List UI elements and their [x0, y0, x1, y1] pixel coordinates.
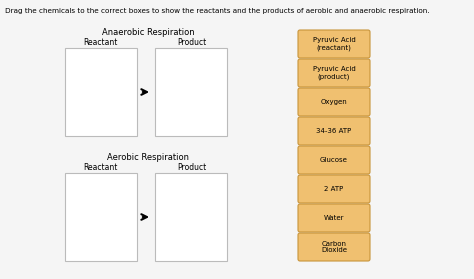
Text: Carbon
Dioxide: Carbon Dioxide: [321, 240, 347, 254]
FancyBboxPatch shape: [298, 204, 370, 232]
Text: Water: Water: [324, 215, 344, 221]
Text: Pyruvic Acid
(reactant): Pyruvic Acid (reactant): [313, 37, 356, 51]
Text: Reactant: Reactant: [83, 163, 117, 172]
Text: 34-36 ATP: 34-36 ATP: [316, 128, 352, 134]
Text: Product: Product: [177, 38, 207, 47]
FancyBboxPatch shape: [65, 48, 137, 136]
Text: Reactant: Reactant: [83, 38, 117, 47]
Text: Anaerobic Respiration: Anaerobic Respiration: [102, 28, 194, 37]
FancyBboxPatch shape: [298, 175, 370, 203]
FancyBboxPatch shape: [155, 48, 227, 136]
Text: Glucose: Glucose: [320, 157, 348, 163]
FancyBboxPatch shape: [65, 173, 137, 261]
FancyBboxPatch shape: [298, 59, 370, 87]
FancyBboxPatch shape: [298, 88, 370, 116]
Text: Oxygen: Oxygen: [320, 99, 347, 105]
FancyBboxPatch shape: [298, 146, 370, 174]
Text: Drag the chemicals to the correct boxes to show the reactants and the products o: Drag the chemicals to the correct boxes …: [5, 8, 429, 14]
FancyBboxPatch shape: [298, 233, 370, 261]
Text: 2 ATP: 2 ATP: [324, 186, 344, 192]
Text: Pyruvic Acid
(product): Pyruvic Acid (product): [313, 66, 356, 80]
Text: Product: Product: [177, 163, 207, 172]
FancyBboxPatch shape: [298, 117, 370, 145]
FancyBboxPatch shape: [298, 30, 370, 58]
Text: Aerobic Respiration: Aerobic Respiration: [107, 153, 189, 162]
FancyBboxPatch shape: [155, 173, 227, 261]
